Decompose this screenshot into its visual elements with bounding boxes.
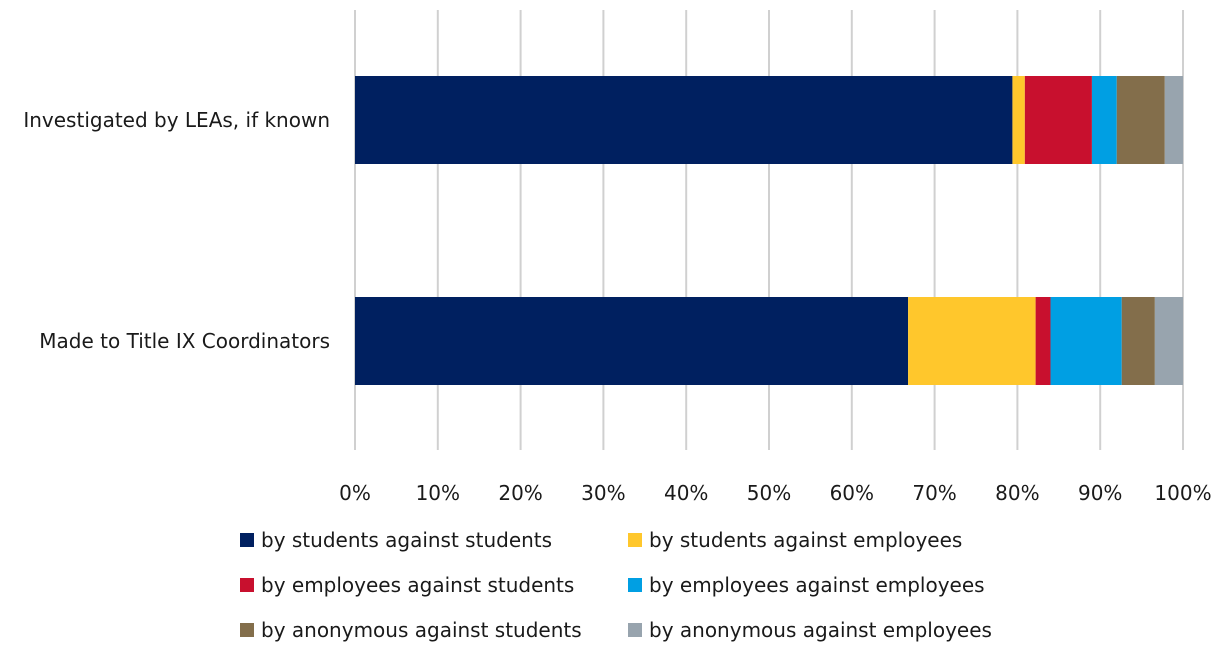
bar-segment bbox=[1091, 76, 1117, 164]
legend-item: by students against students bbox=[240, 528, 552, 552]
legend-swatch bbox=[240, 533, 254, 547]
legend-swatch bbox=[240, 623, 254, 637]
x-tick-label: 70% bbox=[912, 481, 956, 505]
x-tick-label: 50% bbox=[747, 481, 791, 505]
x-tick-label: 60% bbox=[830, 481, 874, 505]
x-tick-label: 10% bbox=[416, 481, 460, 505]
bar-segment bbox=[1024, 76, 1092, 164]
x-axis-tick-labels: 0% 10% 20% 30% 40% 50% 60% 70% 80% 90% 100% bbox=[339, 481, 1211, 505]
x-tick-label: 0% bbox=[339, 481, 371, 505]
stacked-bar-chart: Investigated by LEAs, if known Made to Ti… bbox=[23, 10, 1212, 505]
bar-segment bbox=[908, 297, 1036, 385]
bar-segment bbox=[1154, 297, 1183, 385]
category-label: Investigated by LEAs, if known bbox=[23, 108, 330, 132]
bar-segment bbox=[1012, 76, 1025, 164]
x-tick-label: 30% bbox=[581, 481, 625, 505]
category-label: Made to Title IX Coordinators bbox=[39, 329, 330, 353]
x-tick-label: 20% bbox=[498, 481, 542, 505]
bar-segment bbox=[1116, 76, 1165, 164]
legend-swatch bbox=[628, 578, 642, 592]
bar-segment bbox=[1121, 297, 1155, 385]
bar-segment bbox=[355, 297, 909, 385]
legend-item: by anonymous against employees bbox=[628, 618, 992, 642]
bar-segment bbox=[1050, 297, 1122, 385]
legend-swatch bbox=[240, 578, 254, 592]
legend-label: by students against employees bbox=[649, 528, 963, 552]
bar-segment bbox=[1035, 297, 1051, 385]
bar-segment bbox=[355, 76, 1013, 164]
bars bbox=[355, 76, 1183, 385]
legend-item: by employees against students bbox=[240, 573, 574, 597]
legend-swatch bbox=[628, 623, 642, 637]
legend-item: by employees against employees bbox=[628, 573, 985, 597]
x-tick-label: 90% bbox=[1078, 481, 1122, 505]
legend-label: by anonymous against students bbox=[261, 618, 582, 642]
legend-label: by employees against employees bbox=[649, 573, 985, 597]
legend-label: by employees against students bbox=[261, 573, 575, 597]
x-tick-label: 40% bbox=[664, 481, 708, 505]
category-labels: Investigated by LEAs, if known Made to Ti… bbox=[23, 108, 330, 353]
legend-item: by anonymous against students bbox=[240, 618, 582, 642]
x-tick-label: 100% bbox=[1154, 481, 1211, 505]
legend-label: by anonymous against employees bbox=[649, 618, 992, 642]
bar-segment bbox=[1164, 76, 1183, 164]
legend-swatch bbox=[628, 533, 642, 547]
legend-label: by students against students bbox=[261, 528, 553, 552]
legend-item: by students against employees bbox=[628, 528, 962, 552]
x-tick-label: 80% bbox=[995, 481, 1039, 505]
